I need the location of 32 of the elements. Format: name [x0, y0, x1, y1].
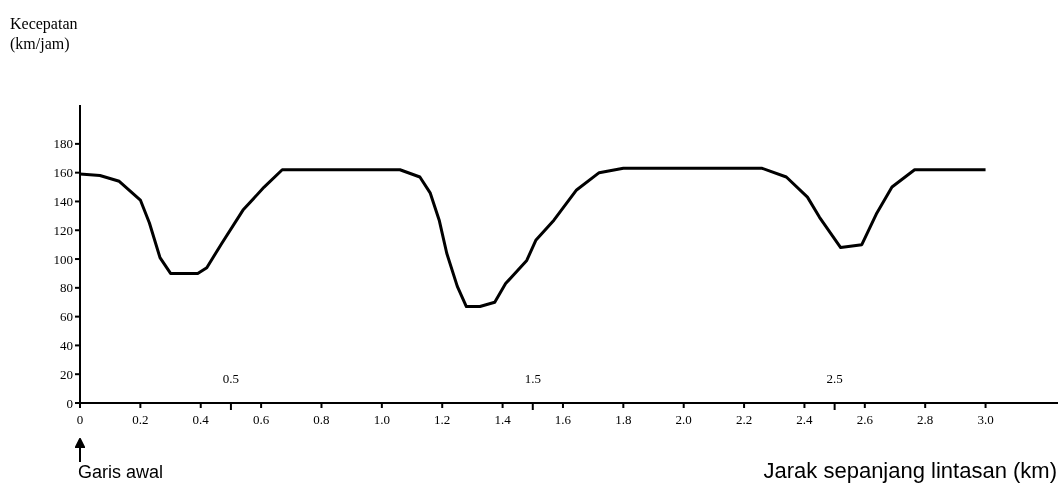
y-tick-label: 100 — [53, 251, 73, 267]
y-tick-label: 180 — [53, 136, 73, 152]
y-tick-label: 20 — [60, 366, 73, 382]
x-tick-label: 0 — [76, 412, 84, 427]
text: Garis awal — [78, 462, 164, 483]
x-tick-label: 2.0 — [675, 412, 692, 427]
x-tick-label: 0.6 — [252, 412, 270, 427]
x-axis-title: Jarak sepanjang lintasan (km) — [763, 458, 1057, 484]
y-tick-label: 160 — [53, 165, 73, 181]
x-tick-label: 0.4 — [192, 412, 210, 427]
y-tick-label: 80 — [60, 280, 73, 296]
x-tick-label: 2.4 — [796, 412, 814, 427]
x-tick-label: 0.2 — [132, 412, 149, 427]
x2-tick-label: 1.5 — [524, 371, 541, 386]
x-tick-label: 1.6 — [554, 412, 572, 427]
y-tick-label: 120 — [53, 222, 73, 238]
x-tick-label: 0.8 — [313, 412, 330, 427]
x-tick-label: 2.2 — [735, 412, 753, 427]
x-tick-label: 1.4 — [494, 412, 512, 427]
x-tick-label: 1.8 — [615, 412, 632, 427]
y-tick-label: 60 — [60, 309, 73, 325]
y-axis-title: Kecepatan (km/jam) — [10, 14, 78, 54]
x-tick-label: 2.6 — [856, 412, 874, 427]
y-tick-label: 40 — [60, 338, 73, 354]
x-tick-label: 3.0 — [977, 412, 994, 427]
x-tick-label: 1.2 — [434, 412, 451, 427]
x-tick-label: 2.8 — [917, 412, 934, 427]
x2-tick-label: 0.5 — [222, 371, 240, 386]
x2-tick-label: 2.5 — [826, 371, 843, 386]
y-tick-label: 140 — [53, 194, 73, 210]
x-tick-label: 1.0 — [373, 412, 390, 427]
y-tick-label: 0 — [66, 395, 73, 411]
